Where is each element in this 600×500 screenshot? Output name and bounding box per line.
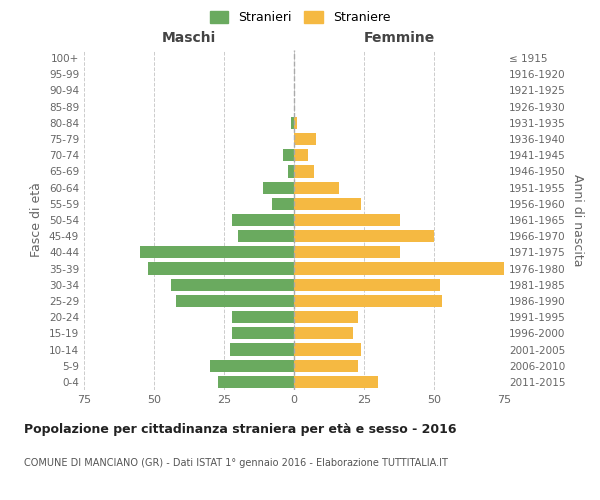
Bar [294,328,353,340]
Text: COMUNE DI MANCIANO (GR) - Dati ISTAT 1° gennaio 2016 - Elaborazione TUTTITALIA.I: COMUNE DI MANCIANO (GR) - Dati ISTAT 1° … [24,458,448,468]
Bar [294,117,297,129]
Bar [283,149,294,162]
Bar [294,376,378,388]
Bar [294,133,316,145]
Bar [232,214,294,226]
Bar [294,295,442,307]
Y-axis label: Fasce di età: Fasce di età [31,182,43,258]
Bar [294,230,434,242]
Bar [294,360,358,372]
Bar [294,182,339,194]
Text: Femmine: Femmine [364,31,434,45]
Bar [148,262,294,274]
Bar [218,376,294,388]
Bar [232,328,294,340]
Bar [289,166,294,177]
Bar [263,182,294,194]
Text: Popolazione per cittadinanza straniera per età e sesso - 2016: Popolazione per cittadinanza straniera p… [24,422,457,436]
Bar [230,344,294,355]
Bar [176,295,294,307]
Bar [294,246,400,258]
Bar [232,311,294,323]
Bar [294,149,308,162]
Bar [171,278,294,291]
Text: Maschi: Maschi [162,31,216,45]
Bar [291,117,294,129]
Bar [294,278,440,291]
Legend: Stranieri, Straniere: Stranieri, Straniere [205,6,395,29]
Bar [294,311,358,323]
Bar [210,360,294,372]
Bar [294,198,361,210]
Bar [140,246,294,258]
Bar [272,198,294,210]
Bar [294,344,361,355]
Bar [238,230,294,242]
Y-axis label: Anni di nascita: Anni di nascita [571,174,584,266]
Bar [294,166,314,177]
Bar [294,262,504,274]
Bar [294,214,400,226]
